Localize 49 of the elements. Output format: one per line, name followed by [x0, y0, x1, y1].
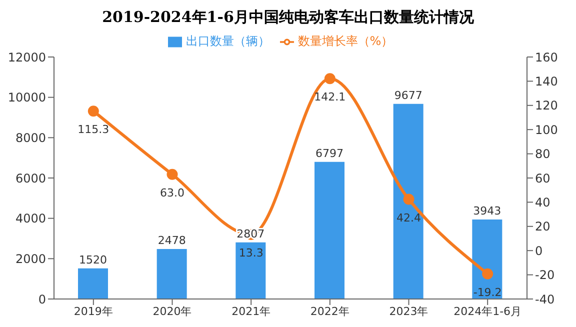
- bar: [78, 268, 108, 299]
- point: [324, 73, 336, 84]
- point: [403, 194, 414, 205]
- bar: [314, 162, 344, 299]
- data-label: 3943: [473, 204, 502, 218]
- bar: [472, 219, 502, 299]
- y2-tick-label: 40: [535, 195, 550, 210]
- y2-tick-label: 80: [535, 147, 550, 162]
- y2-tick-label: 140: [535, 74, 558, 88]
- y2-tick-label: -40: [535, 292, 555, 306]
- data-label: 13.3: [238, 246, 264, 260]
- point: [88, 106, 99, 117]
- legend-label: 出口数量（辆）: [186, 34, 270, 48]
- bar: [393, 104, 424, 299]
- legend-label: 数量增长率（%）: [298, 34, 394, 48]
- y2-tick-label: 160: [535, 50, 558, 64]
- data-label: 142.1: [314, 90, 346, 104]
- point: [482, 268, 494, 280]
- y2-tick-label: 0: [535, 244, 543, 258]
- x-tick-label: 2022年: [310, 304, 350, 318]
- y-tick-label: 12000: [8, 50, 46, 64]
- y2-tick-label: 120: [535, 98, 558, 113]
- data-label: -19.2: [473, 286, 502, 299]
- point: [166, 168, 178, 180]
- y-tick-label: 6000: [15, 171, 46, 186]
- y2-tick-label: 60: [535, 171, 550, 186]
- y-tick-label: 2000: [15, 252, 46, 266]
- x-tick-label: 2021年: [232, 304, 271, 318]
- y-tick-label: 0: [38, 292, 46, 306]
- data-label: 63.0: [160, 186, 184, 200]
- bar: [236, 242, 266, 299]
- y-tick-label: 4000: [15, 212, 46, 226]
- data-label: 115.3: [78, 123, 110, 136]
- y2-tick-label: -20: [535, 268, 555, 282]
- y2-tick-label: 20: [535, 220, 550, 234]
- x-tick-label: 2019年: [74, 304, 113, 318]
- x-tick-label: 2023年: [389, 304, 428, 318]
- bar: [156, 249, 187, 299]
- data-label: 6797: [316, 146, 344, 160]
- data-label: 42.4: [396, 211, 421, 224]
- data-label: 1520: [79, 253, 107, 266]
- chart-title: 2019-2024年1-6月中国纯电动客车出口数量统计情况: [101, 8, 475, 28]
- data-label: 2478: [158, 234, 186, 248]
- y-tick-label: 10000: [8, 90, 46, 105]
- data-label: 9677: [394, 88, 422, 102]
- x-tick-label: 2024年1-6月: [454, 304, 522, 318]
- y2-tick-label: 100: [535, 122, 558, 137]
- y-tick-label: 8000: [15, 130, 46, 145]
- x-tick-label: 2020年: [152, 304, 192, 318]
